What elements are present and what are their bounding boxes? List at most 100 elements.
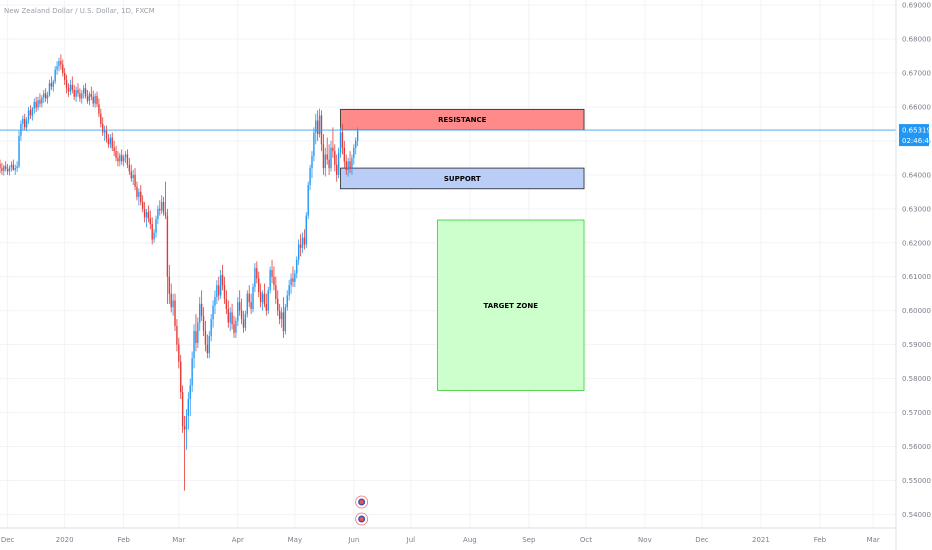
candle-body xyxy=(197,322,199,343)
candle-body xyxy=(351,157,353,169)
candle-body xyxy=(225,298,228,309)
candle-body xyxy=(288,285,290,296)
candle-body xyxy=(24,118,26,128)
target-zone-zone[interactable] xyxy=(437,219,585,391)
candle-body xyxy=(37,100,39,108)
candle-body xyxy=(56,66,58,70)
candle-body xyxy=(103,130,106,133)
candle-body xyxy=(29,110,32,116)
event-markers[interactable] xyxy=(355,495,369,526)
x-tick-label: 2021 xyxy=(752,536,770,544)
candle-body xyxy=(181,392,184,427)
candle-body xyxy=(67,88,70,92)
candle-body xyxy=(128,164,131,172)
candle-body xyxy=(242,319,245,328)
candle-body xyxy=(240,310,243,320)
candle-body xyxy=(92,96,94,104)
candle-body xyxy=(231,312,233,325)
price-axis[interactable]: 0.690000.680000.670000.660000.650000.640… xyxy=(902,2,931,519)
candle-body xyxy=(229,312,231,323)
candle-body xyxy=(180,361,182,393)
candle-body xyxy=(138,191,140,197)
candle-body xyxy=(355,140,357,148)
candle-body xyxy=(206,344,209,354)
y-tick-label: 0.60000 xyxy=(902,307,931,315)
candle-body xyxy=(214,297,216,306)
candle-body xyxy=(14,168,16,170)
candle-body xyxy=(174,300,176,326)
candle-body xyxy=(69,84,72,92)
candle-body xyxy=(212,305,214,320)
candle-body xyxy=(48,83,51,96)
candle-body xyxy=(313,132,315,157)
candle-body xyxy=(204,331,207,345)
flag-us-icon[interactable] xyxy=(355,512,369,526)
last-price-badge-bg xyxy=(899,124,929,147)
candle-body xyxy=(219,275,222,296)
candle-body xyxy=(83,88,85,94)
candle-body xyxy=(189,385,191,399)
candle-body xyxy=(269,269,271,291)
candle-body xyxy=(336,164,338,175)
x-tick-label: Dec xyxy=(695,536,709,544)
candle-body xyxy=(60,61,62,65)
candle-body xyxy=(290,278,292,286)
chart-title: New Zealand Dollar / U.S. Dollar, 1D, FX… xyxy=(4,7,155,15)
candle-body xyxy=(107,139,110,145)
candle-body xyxy=(52,81,54,87)
candle-body xyxy=(172,300,174,308)
candle-body xyxy=(98,104,100,114)
x-tick-label: Feb xyxy=(117,536,130,544)
candle-body xyxy=(337,152,340,175)
flag-nz-icon[interactable] xyxy=(355,495,369,509)
candle-body xyxy=(324,154,326,169)
x-tick-label: Mar xyxy=(172,536,185,544)
x-tick-label: Aug xyxy=(463,536,477,544)
candle-body xyxy=(164,212,167,216)
candle-body xyxy=(6,168,9,172)
candle-body xyxy=(282,312,285,332)
candle-body xyxy=(318,115,321,135)
candle-body xyxy=(18,135,20,167)
candle-body xyxy=(119,155,121,162)
support-zone[interactable] xyxy=(340,167,585,190)
candle-body xyxy=(341,132,344,148)
candle-body xyxy=(185,415,188,430)
candle-body xyxy=(238,302,241,311)
y-tick-label: 0.68000 xyxy=(902,36,931,44)
target-zone-zone-label: TARGET ZONE xyxy=(484,302,539,310)
candle-body xyxy=(58,61,60,67)
candle-body xyxy=(100,113,102,124)
candle-body xyxy=(149,218,151,225)
candle-body xyxy=(124,154,127,158)
candle-body xyxy=(195,331,197,343)
candle-body xyxy=(63,73,66,80)
candle-body xyxy=(309,168,311,186)
candle-body xyxy=(102,123,104,133)
candle-body xyxy=(322,144,325,169)
candle-body xyxy=(115,151,117,158)
candle-body xyxy=(200,303,203,316)
candle-body xyxy=(233,324,235,333)
candle-body xyxy=(113,147,115,152)
x-tick-label: Nov xyxy=(638,536,652,544)
candle-body xyxy=(25,120,28,128)
candle-body xyxy=(170,293,172,308)
candle-body xyxy=(88,94,91,101)
candle-body xyxy=(96,96,98,105)
time-axis[interactable]: Dec 2020 Feb Mar Apr May Jun Jul Aug Sep Oct Nov Dec… xyxy=(1,536,880,544)
candle-body xyxy=(332,147,334,152)
candle-body xyxy=(157,208,159,220)
y-tick-label: 0.67000 xyxy=(902,70,931,78)
candle-body xyxy=(10,164,13,168)
candle-body xyxy=(145,212,148,218)
candle-body xyxy=(202,315,205,332)
candle-body xyxy=(353,147,355,158)
candle-body xyxy=(27,110,30,121)
candle-body xyxy=(134,174,136,187)
candle-body xyxy=(356,130,359,141)
candle-body xyxy=(347,161,349,170)
candle-body xyxy=(250,302,252,309)
candle-body xyxy=(54,69,56,82)
